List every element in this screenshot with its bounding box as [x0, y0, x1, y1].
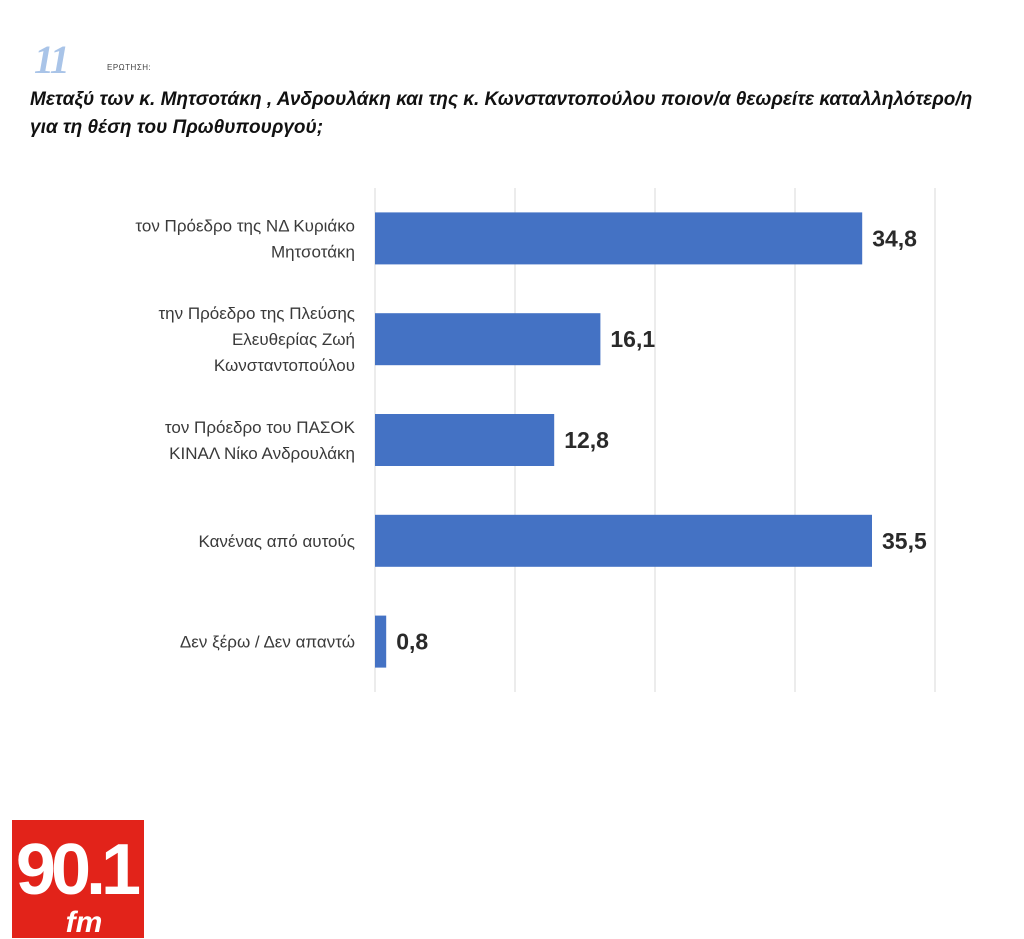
data-label: 34,8: [872, 225, 917, 251]
data-label: 0,8: [396, 629, 428, 655]
category-label: τον Πρόεδρο της ΝΔ Κυριάκο Μητσοτάκη: [135, 216, 355, 261]
bar-chart: 34,8 τον Πρόεδρο της ΝΔ Κυριάκο Μητσοτάκη 1…: [135, 188, 936, 692]
question-text: Μεταξύ των κ. Μητσοτάκη , Ανδρουλάκη και…: [30, 89, 973, 138]
data-label: 16,1: [610, 326, 655, 352]
logo-sub-text: fm: [66, 906, 103, 938]
bar: [375, 414, 555, 466]
chart-bars: [375, 212, 872, 668]
chart-labels: 34,8 τον Πρόεδρο της ΝΔ Κυριάκο Μητσοτάκη 1…: [135, 216, 927, 654]
bar: [375, 514, 872, 567]
category-label-line: ΚΙΝΑΛ Νίκο Ανδρουλάκη: [169, 444, 355, 463]
data-label: 35,5: [882, 528, 927, 554]
category-label-line: τον Πρόεδρο της ΝΔ Κυριάκο: [135, 216, 355, 235]
question-number: 11: [34, 37, 70, 82]
logo-background: [12, 820, 144, 938]
question-tag: ΕΡΩΤΗΣΗ:: [107, 63, 152, 72]
bar: [375, 212, 863, 265]
category-label-line: τον Πρόεδρο του ΠΑΣΟΚ: [165, 418, 356, 437]
radio-logo: 90.1 fm: [12, 820, 144, 938]
logo-main-text: 90.1: [16, 830, 140, 910]
category-label: τον Πρόεδρο του ΠΑΣΟΚ ΚΙΝΑΛ Νίκο Ανδρουλά…: [165, 418, 356, 463]
category-label-line: Μητσοτάκη: [271, 242, 355, 261]
category-label-line: την Πρόεδρο της Πλεύσης: [158, 304, 355, 323]
chart-gridlines: [374, 188, 936, 692]
data-label: 12,8: [564, 427, 609, 453]
bar: [375, 615, 387, 668]
category-label-line: Κωνσταντοπούλου: [214, 356, 355, 375]
bar: [375, 313, 601, 366]
category-label-line: Κανένας από αυτούς: [198, 532, 355, 551]
category-label-line: Δεν ξέρω / Δεν απαντώ: [180, 633, 355, 652]
category-label-line: Ελευθερίας Ζωή: [232, 330, 355, 349]
category-label: Κανένας από αυτούς: [198, 532, 355, 551]
category-label: την Πρόεδρο της Πλεύσης Ελευθερίας Ζωή Κων…: [158, 304, 355, 375]
category-label: Δεν ξέρω / Δεν απαντώ: [180, 633, 355, 652]
